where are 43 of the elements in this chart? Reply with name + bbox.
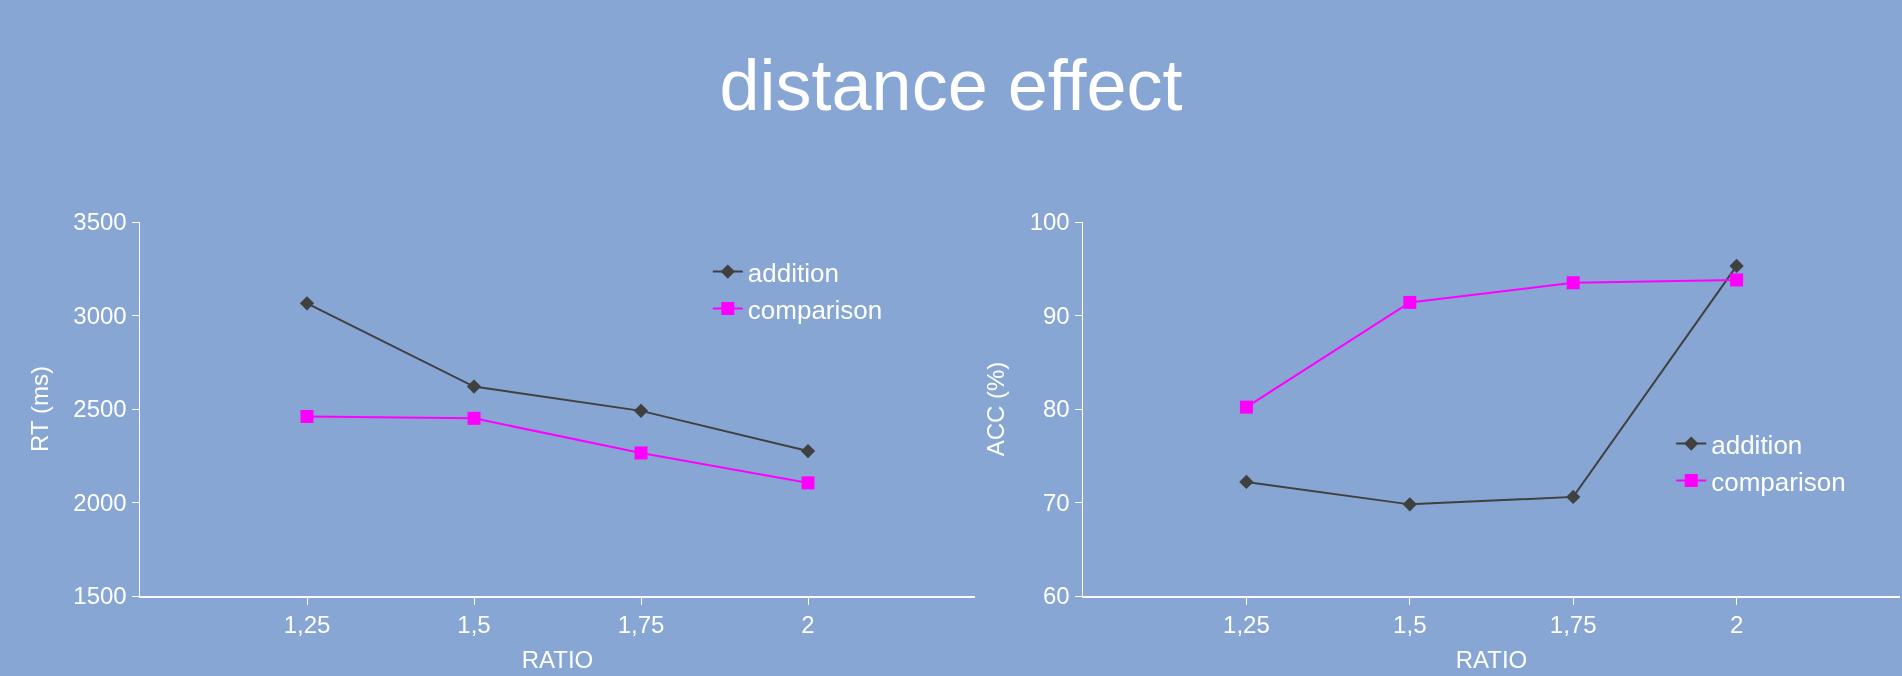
y-tick-label: 100 [1029, 208, 1070, 236]
x-axis-title: RATIO [1455, 646, 1528, 674]
point [801, 476, 815, 490]
point [1403, 295, 1417, 309]
y-tick-label: 2500 [73, 395, 127, 423]
y-tick-label: 1500 [73, 582, 127, 610]
x-axis-title: RATIO [521, 646, 594, 674]
x-tick-label: 2 [801, 611, 815, 639]
point [634, 446, 648, 460]
y-tick-label: 2000 [73, 488, 127, 516]
x-tick-label: 1,5 [457, 611, 491, 639]
y-tick-label: 90 [1043, 301, 1070, 329]
point [299, 296, 315, 311]
x-tick-label: 1,25 [283, 611, 331, 639]
y-tick-label: 70 [1043, 488, 1070, 516]
legend-label: addition [747, 257, 839, 288]
point [1730, 273, 1744, 287]
x-tick-label: 2 [1729, 611, 1744, 639]
point [466, 379, 482, 394]
point [1239, 400, 1253, 414]
legend-label: addition [1711, 429, 1803, 460]
point [800, 443, 816, 459]
point [1566, 489, 1581, 505]
x-tick-label: 1,75 [617, 611, 665, 639]
chart-title: distance effect [718, 44, 1184, 127]
y-tick-label: 60 [1043, 582, 1070, 610]
x-tick-label: 1,75 [1549, 611, 1597, 639]
legend-label: comparison [1711, 466, 1846, 497]
y-tick-label: 3500 [73, 208, 127, 236]
y-tick-label: 3000 [73, 301, 127, 329]
legend-label: comparison [747, 294, 883, 325]
y-axis-title: RT (ms) [25, 366, 53, 452]
point [1402, 497, 1417, 512]
point [467, 411, 481, 425]
y-tick-label: 80 [1043, 395, 1070, 423]
point [300, 409, 314, 423]
y-axis-title: ACC (%) [982, 361, 1009, 457]
point [633, 403, 649, 419]
point [1566, 276, 1580, 290]
point [1239, 474, 1254, 490]
point [1729, 258, 1744, 274]
x-tick-label: 1,25 [1223, 611, 1270, 639]
x-tick-label: 1,5 [1393, 611, 1427, 639]
